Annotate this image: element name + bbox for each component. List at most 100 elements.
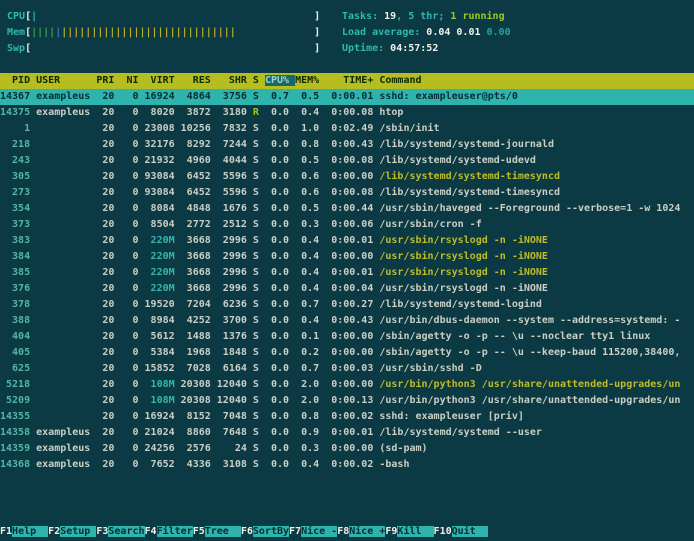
- fkey-f5-tree[interactable]: F5Tree: [193, 526, 241, 537]
- fkey-action-label: Filter: [156, 526, 193, 537]
- cell-pri: 20: [90, 315, 115, 326]
- cell-command: /usr/bin/python3 /usr/share/unattended-u…: [373, 395, 681, 406]
- cell-shr: 2996: [210, 283, 247, 294]
- fkey-f9-kill[interactable]: F9Kill: [385, 526, 434, 537]
- process-row[interactable]: 383 20 0 220M 3668 2996 S 0.0 0.4 0:00.0…: [0, 233, 694, 249]
- cpu-meter: CPU[| ]: [7, 9, 320, 25]
- process-row[interactable]: 14375 exampleus 20 0 8020 3872 3180 R 0.…: [0, 105, 694, 121]
- cell-ni: 0: [114, 267, 139, 278]
- cell-time: 0:00.01: [319, 235, 374, 246]
- cell-time: 0:00.06: [319, 219, 374, 230]
- cell-res: 20308: [174, 379, 211, 390]
- fkey-action-label: Setup: [60, 526, 97, 537]
- cell-ni: 0: [114, 251, 139, 262]
- process-row[interactable]: 14367 exampleus 20 0 16924 4864 3756 S 0…: [0, 89, 694, 105]
- cell-virt: 108M: [138, 379, 175, 390]
- process-row[interactable]: 354 20 0 8084 4848 1676 S 0.0 0.5 0:00.4…: [0, 201, 694, 217]
- fkey-f1-help[interactable]: F1Help: [0, 526, 49, 537]
- column-header-time[interactable]: TIME+: [325, 75, 380, 86]
- fkey-f7-nice[interactable]: F7Nice -: [289, 526, 338, 537]
- process-row[interactable]: 14355 20 0 16924 8152 7048 S 0.0 0.8 0:0…: [0, 409, 694, 425]
- process-row[interactable]: 14368 exampleus 20 0 7652 4336 3108 S 0.…: [0, 457, 694, 473]
- fkey-number: F1: [0, 526, 13, 537]
- column-header-ni[interactable]: NI: [120, 75, 145, 86]
- cell-time: 0:00.00: [319, 331, 374, 342]
- fkey-f2-setup[interactable]: F2Setup: [48, 526, 97, 537]
- column-header-s[interactable]: S: [252, 75, 265, 86]
- process-row[interactable]: 14359 exampleus 20 0 24256 2576 24 S 0.0…: [0, 441, 694, 457]
- cell-mem-percent: 0.7: [289, 363, 320, 374]
- process-row[interactable]: 14358 exampleus 20 0 21024 8860 7648 S 0…: [0, 425, 694, 441]
- process-row[interactable]: 243 20 0 21932 4960 4044 S 0.0 0.5 0:00.…: [0, 153, 694, 169]
- process-row[interactable]: 218 20 0 32176 8292 7244 S 0.0 0.8 0:00.…: [0, 137, 694, 153]
- cell-state: S: [246, 267, 259, 278]
- column-header-virt[interactable]: VIRT: [144, 75, 181, 86]
- cell-cpu-percent: 0.7: [258, 91, 290, 102]
- cell-time: 0:00.00: [319, 347, 374, 358]
- cell-command: /usr/sbin/cron -f: [373, 219, 482, 230]
- cell-state: R: [246, 107, 259, 118]
- cell-user: [30, 251, 90, 262]
- cell-command: sshd: exampleuser@pts/0: [373, 91, 518, 102]
- cell-pri: 20: [90, 107, 115, 118]
- fkey-f8-nice[interactable]: F8Nice +: [337, 526, 386, 537]
- fkey-number: F4: [144, 526, 157, 537]
- mem-meter-label: Mem: [7, 27, 26, 38]
- process-row[interactable]: 404 20 0 5612 1488 1376 S 0.0 0.1 0:00.0…: [0, 329, 694, 345]
- cell-res: 2576: [174, 443, 211, 454]
- cell-ni: 0: [114, 139, 139, 150]
- process-row[interactable]: 388 20 0 8984 4252 3700 S 0.0 0.4 0:00.4…: [0, 313, 694, 329]
- cell-user: exampleus: [30, 443, 91, 454]
- cell-mem-percent: 0.4: [289, 251, 320, 262]
- cell-pid: 305: [0, 171, 31, 182]
- column-header-command[interactable]: Command: [379, 75, 422, 86]
- cell-user: exampleus: [30, 91, 91, 102]
- column-header-cpu[interactable]: CPU%: [264, 75, 296, 86]
- column-header-res[interactable]: RES: [180, 75, 217, 86]
- cell-shr: 2996: [210, 251, 247, 262]
- cell-res: 2772: [174, 219, 211, 230]
- process-row[interactable]: 273 20 0 93084 6452 5596 S 0.0 0.6 0:00.…: [0, 185, 694, 201]
- fkey-f6-sortby[interactable]: F6SortBy: [241, 526, 290, 537]
- process-row[interactable]: 625 20 0 15852 7028 6164 S 0.0 0.7 0:00.…: [0, 361, 694, 377]
- cell-ni: 0: [114, 107, 139, 118]
- cell-ni: 0: [114, 91, 139, 102]
- cell-time: 0:00.13: [319, 395, 374, 406]
- bracket-close: ]: [314, 43, 321, 54]
- process-row[interactable]: 376 20 0 220M 3668 2996 S 0.0 0.4 0:00.0…: [0, 281, 694, 297]
- cell-shr: 4044: [210, 155, 247, 166]
- process-row[interactable]: 385 20 0 220M 3668 2996 S 0.0 0.4 0:00.0…: [0, 265, 694, 281]
- cell-shr: 7832: [210, 123, 247, 134]
- cell-ni: 0: [114, 331, 139, 342]
- process-row[interactable]: 384 20 0 220M 3668 2996 S 0.0 0.4 0:00.0…: [0, 249, 694, 265]
- cell-cpu-percent: 0.0: [258, 411, 290, 422]
- cell-pri: 20: [90, 395, 115, 406]
- cell-cpu-percent: 0.0: [258, 395, 290, 406]
- process-row[interactable]: 305 20 0 93084 6452 5596 S 0.0 0.6 0:00.…: [0, 169, 694, 185]
- fkey-f10-quit[interactable]: F10Quit: [434, 526, 488, 537]
- cell-pri: 20: [90, 363, 115, 374]
- cell-pid: 404: [0, 331, 31, 342]
- fkey-f4-filter[interactable]: F4Filter: [145, 526, 193, 537]
- process-row[interactable]: 373 20 0 8504 2772 2512 S 0.0 0.3 0:00.0…: [0, 217, 694, 233]
- column-header-shr[interactable]: SHR: [216, 75, 253, 86]
- cell-pid: 218: [0, 139, 31, 150]
- process-row[interactable]: 1 20 0 23008 10256 7832 S 0.0 1.0 0:02.4…: [0, 121, 694, 137]
- cell-time: 0:00.00: [319, 379, 374, 390]
- cell-pid: 14375: [0, 107, 31, 118]
- column-header-mem[interactable]: MEM%: [295, 75, 326, 86]
- cell-command: /lib/systemd/systemd --user: [373, 427, 542, 438]
- cell-ni: 0: [114, 379, 139, 390]
- column-header-pri[interactable]: PRI: [96, 75, 121, 86]
- process-row[interactable]: 5209 20 0 108M 20308 12040 S 0.0 2.0 0:0…: [0, 393, 694, 409]
- process-row[interactable]: 5218 20 0 108M 20308 12040 S 0.0 2.0 0:0…: [0, 377, 694, 393]
- process-row[interactable]: 405 20 0 5384 1968 1848 S 0.0 0.2 0:00.0…: [0, 345, 694, 361]
- cell-ni: 0: [114, 363, 139, 374]
- cell-pid: 383: [0, 235, 31, 246]
- column-header-pid[interactable]: PID: [0, 75, 37, 86]
- cell-time: 0:00.08: [319, 187, 374, 198]
- process-row[interactable]: 378 20 0 19520 7204 6236 S 0.0 0.7 0:00.…: [0, 297, 694, 313]
- column-header-user[interactable]: USER: [36, 75, 97, 86]
- fkey-f3-search[interactable]: F3Search: [96, 526, 145, 537]
